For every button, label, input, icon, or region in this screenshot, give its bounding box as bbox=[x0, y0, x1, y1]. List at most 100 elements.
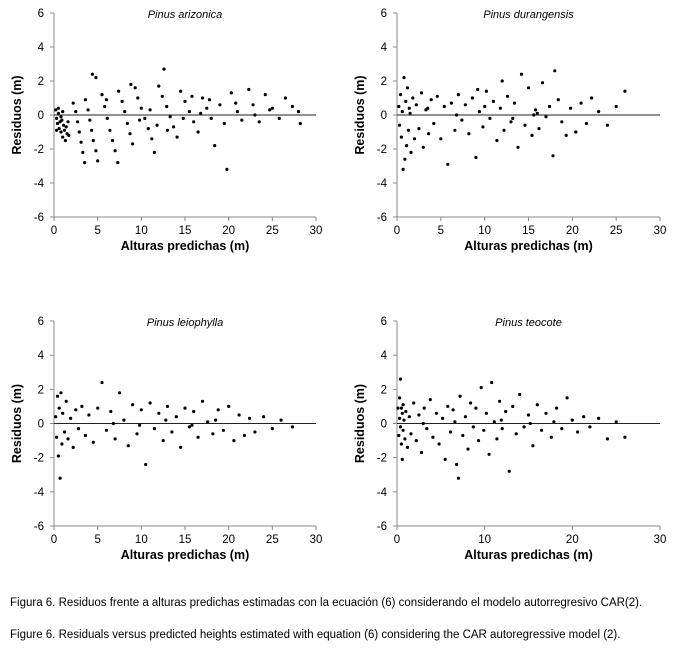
data-point bbox=[128, 132, 132, 136]
x-tick-label: 30 bbox=[654, 225, 667, 237]
data-point bbox=[523, 123, 527, 127]
data-point bbox=[463, 415, 467, 419]
data-point bbox=[540, 81, 545, 85]
data-point bbox=[207, 98, 212, 102]
data-point bbox=[509, 120, 513, 124]
data-point bbox=[165, 128, 170, 132]
data-point bbox=[61, 110, 65, 114]
y-tick-label: -2 bbox=[34, 144, 44, 156]
data-point bbox=[77, 130, 81, 134]
x-tick-label: 25 bbox=[266, 534, 279, 546]
data-point bbox=[403, 437, 407, 441]
data-point bbox=[211, 432, 215, 436]
data-point bbox=[460, 118, 464, 122]
data-point bbox=[168, 115, 172, 119]
y-tick-label: -4 bbox=[377, 487, 388, 499]
data-point bbox=[456, 476, 460, 480]
data-point bbox=[234, 101, 238, 105]
y-tick-label: -6 bbox=[377, 521, 387, 533]
y-tick-label: 0 bbox=[38, 419, 44, 431]
data-point bbox=[165, 404, 170, 408]
x-tick-label: 5 bbox=[94, 225, 100, 237]
data-point bbox=[135, 432, 139, 436]
data-point bbox=[535, 403, 539, 407]
data-point bbox=[565, 396, 569, 400]
y-tick-label: 6 bbox=[38, 316, 44, 328]
data-point bbox=[439, 137, 443, 141]
data-point bbox=[240, 118, 244, 122]
data-point bbox=[402, 418, 406, 422]
data-point bbox=[614, 420, 618, 424]
data-point bbox=[83, 161, 87, 165]
data-point bbox=[528, 421, 532, 426]
data-point bbox=[179, 89, 183, 93]
data-point bbox=[60, 442, 64, 446]
data-point bbox=[446, 162, 450, 166]
data-point bbox=[113, 149, 117, 153]
data-point bbox=[63, 138, 67, 143]
data-point bbox=[597, 110, 601, 114]
data-point bbox=[470, 96, 474, 100]
x-tick-label: 0 bbox=[51, 534, 57, 546]
data-point bbox=[455, 113, 459, 117]
y-tick-label: -2 bbox=[377, 144, 387, 156]
data-point bbox=[110, 138, 115, 143]
data-point bbox=[146, 127, 150, 131]
x-tick-label: 25 bbox=[610, 225, 623, 237]
data-point bbox=[466, 447, 470, 451]
data-point bbox=[491, 99, 495, 103]
data-point bbox=[74, 408, 78, 412]
data-point bbox=[139, 408, 143, 412]
y-tick-label: 6 bbox=[381, 8, 387, 20]
x-tick-label: 15 bbox=[179, 534, 192, 546]
data-point bbox=[402, 76, 406, 80]
data-point bbox=[499, 418, 503, 422]
data-point bbox=[66, 437, 70, 441]
data-point bbox=[55, 435, 59, 439]
data-point bbox=[143, 116, 147, 120]
y-tick-label: -4 bbox=[34, 178, 45, 190]
data-point bbox=[502, 128, 506, 132]
data-point bbox=[490, 380, 494, 385]
y-tick-label: -4 bbox=[34, 487, 45, 499]
data-point bbox=[398, 123, 402, 127]
data-point bbox=[582, 415, 586, 419]
charts-area: 6 4 2 0 -2 -4 -6 0 5 10 15 20 25 30 Pinus arizonica Alt… bbox=[10, 8, 667, 562]
data-point bbox=[401, 403, 405, 407]
y-tick-label: -6 bbox=[34, 212, 44, 224]
data-point bbox=[588, 425, 592, 429]
x-tick-label: 10 bbox=[478, 225, 491, 237]
x-tick-label: 10 bbox=[135, 225, 148, 237]
data-point bbox=[405, 144, 409, 148]
data-point bbox=[298, 121, 302, 126]
data-point bbox=[560, 120, 564, 124]
data-point bbox=[225, 167, 229, 171]
data-point bbox=[398, 377, 403, 381]
data-point bbox=[530, 133, 534, 137]
x-tick-label: 0 bbox=[51, 225, 57, 237]
x-tick-label: 20 bbox=[222, 534, 235, 546]
data-point bbox=[487, 452, 491, 456]
data-point bbox=[277, 116, 281, 120]
data-point bbox=[483, 104, 487, 109]
data-point bbox=[576, 430, 580, 434]
figure-caption-spanish: Figura 6. Residuos frente a alturas pred… bbox=[10, 597, 643, 609]
data-point bbox=[453, 420, 457, 424]
data-point bbox=[399, 406, 403, 410]
data-point bbox=[401, 167, 405, 171]
data-point bbox=[421, 421, 425, 426]
data-point bbox=[62, 128, 67, 132]
data-point bbox=[58, 476, 62, 480]
data-point bbox=[404, 409, 408, 414]
y-tick-label: -6 bbox=[377, 212, 387, 224]
data-point bbox=[399, 135, 403, 139]
data-point bbox=[500, 427, 504, 431]
data-point bbox=[251, 103, 255, 107]
data-point bbox=[111, 421, 115, 426]
x-tick-label: 0 bbox=[394, 534, 400, 546]
data-point bbox=[488, 116, 492, 120]
data-point bbox=[55, 116, 59, 120]
data-point bbox=[455, 462, 459, 467]
data-point bbox=[64, 125, 68, 129]
data-point bbox=[71, 101, 75, 105]
